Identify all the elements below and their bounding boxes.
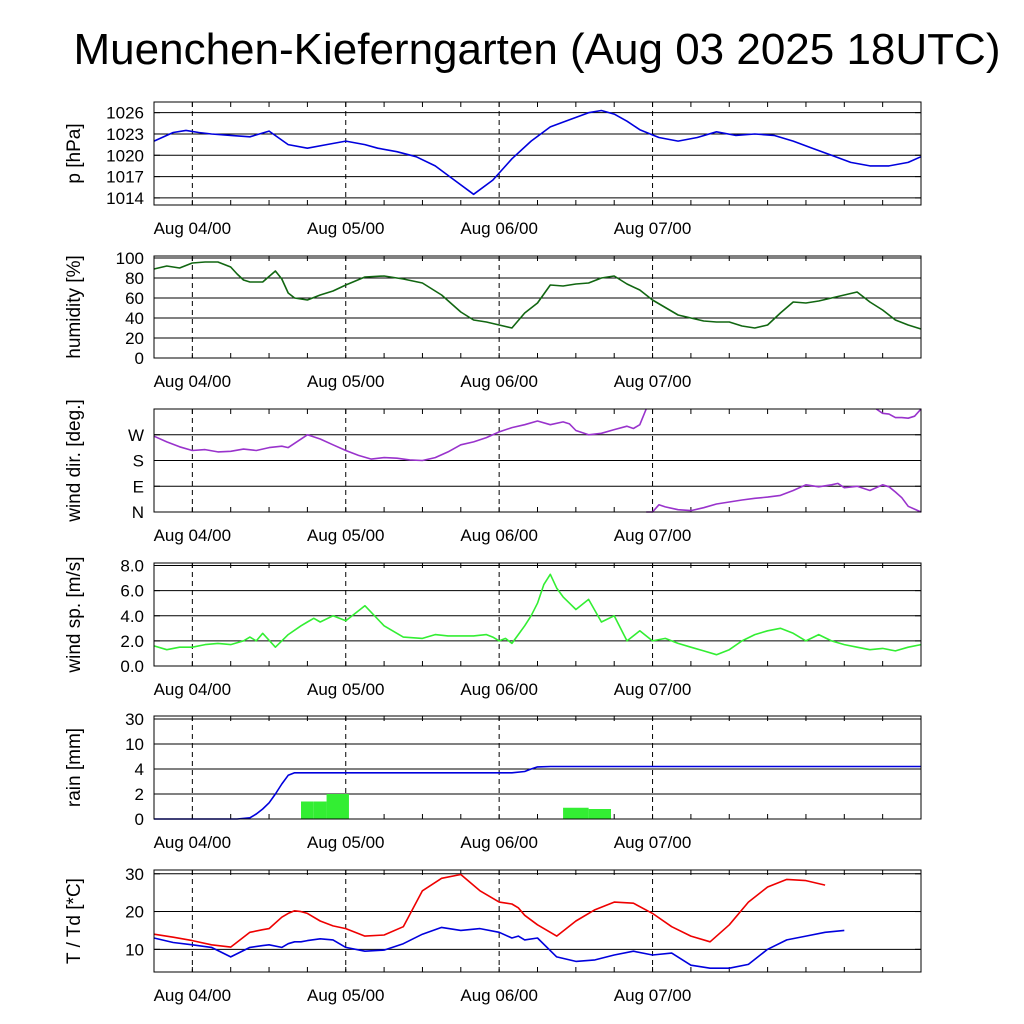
wind-dir-line: [646, 482, 922, 513]
chart-title: Muenchen-Kieferngarten (Aug 03 2025 18UT…: [73, 25, 1001, 74]
rain-bar: [588, 809, 612, 819]
y-tick-label: 0: [135, 349, 144, 368]
x-tick-label: Aug 07/00: [614, 219, 692, 238]
x-tick-label: Aug 06/00: [460, 526, 538, 545]
y-tick-label: 1026: [106, 104, 144, 123]
y-tick-label: 8.0: [120, 557, 144, 576]
x-tick-label: Aug 06/00: [460, 219, 538, 238]
y-axis-label: p [hPa]: [64, 123, 85, 183]
x-tick-label: Aug 05/00: [307, 219, 385, 238]
y-axis-label: wind dir. [deg.]: [64, 399, 85, 523]
rain-bar: [563, 807, 589, 819]
x-tick-label: Aug 07/00: [614, 986, 692, 1005]
y-tick-label: 10: [125, 735, 144, 754]
x-tick-label: Aug 04/00: [154, 833, 232, 852]
y-tick-label: 4: [135, 760, 144, 779]
y-tick-label: 1023: [106, 125, 144, 144]
panel-frame: [153, 101, 922, 206]
y-tick-label: 1017: [106, 168, 144, 187]
panel-frame: [153, 715, 922, 820]
y-tick-label: 2: [135, 785, 144, 804]
series-line: [153, 109, 922, 196]
y-tick-label: 60: [125, 289, 144, 308]
rain-bar: [313, 801, 327, 819]
y-tick-label: 20: [125, 329, 144, 348]
y-tick-label: 0.0: [120, 657, 144, 676]
y-tick-label: 0: [135, 810, 144, 829]
series-line: [154, 765, 921, 820]
y-axis-label: T / Td [*C]: [64, 878, 85, 964]
series-line: [153, 261, 922, 330]
x-tick-label: Aug 04/00: [154, 526, 232, 545]
y-tick-label: 1014: [106, 189, 144, 208]
y-tick-label: 40: [125, 309, 144, 328]
wind-dir-line: [875, 408, 922, 419]
x-tick-label: Aug 07/00: [614, 372, 692, 391]
x-tick-label: Aug 06/00: [460, 372, 538, 391]
x-tick-label: Aug 04/00: [154, 219, 232, 238]
x-tick-label: Aug 07/00: [614, 833, 692, 852]
x-tick-label: Aug 05/00: [307, 986, 385, 1005]
panel-frame: [153, 255, 922, 359]
y-tick-label: 100: [116, 249, 144, 268]
y-tick-label: E: [133, 477, 144, 496]
dewpoint-line: [153, 926, 845, 969]
y-tick-label: 10: [125, 940, 144, 959]
panel-frame: [153, 869, 922, 973]
y-tick-label: 6.0: [120, 582, 144, 601]
y-tick-label: 30: [125, 710, 144, 729]
y-tick-label: 20: [125, 903, 144, 922]
panel-frame: [153, 408, 922, 513]
y-tick-label: 80: [125, 269, 144, 288]
y-axis-label: wind sp. [m/s]: [64, 556, 85, 673]
y-tick-label: W: [128, 426, 144, 445]
x-tick-label: Aug 04/00: [154, 986, 232, 1005]
y-axis-label: humidity [%]: [64, 255, 85, 358]
rain-bar: [326, 794, 349, 819]
x-tick-label: Aug 07/00: [614, 680, 692, 699]
x-tick-label: Aug 05/00: [307, 372, 385, 391]
y-axis-label: rain [mm]: [64, 728, 85, 807]
x-tick-label: Aug 04/00: [154, 680, 232, 699]
y-tick-label: 30: [125, 865, 144, 884]
y-tick-label: 1020: [106, 146, 144, 165]
series-line: [153, 573, 922, 656]
x-tick-label: Aug 06/00: [460, 986, 538, 1005]
y-tick-label: N: [132, 503, 144, 522]
panel-frame: [153, 562, 922, 667]
x-tick-label: Aug 07/00: [614, 526, 692, 545]
wind-dir-line: [153, 408, 647, 462]
y-tick-label: S: [133, 452, 144, 471]
y-tick-label: 4.0: [120, 607, 144, 626]
x-tick-label: Aug 06/00: [460, 833, 538, 852]
x-tick-label: Aug 04/00: [154, 372, 232, 391]
x-tick-label: Aug 05/00: [307, 526, 385, 545]
x-tick-label: Aug 05/00: [307, 833, 385, 852]
temperature-line: [153, 873, 826, 948]
x-tick-label: Aug 05/00: [307, 680, 385, 699]
x-tick-label: Aug 06/00: [460, 680, 538, 699]
rain-bar: [301, 801, 314, 819]
y-tick-label: 2.0: [120, 632, 144, 651]
